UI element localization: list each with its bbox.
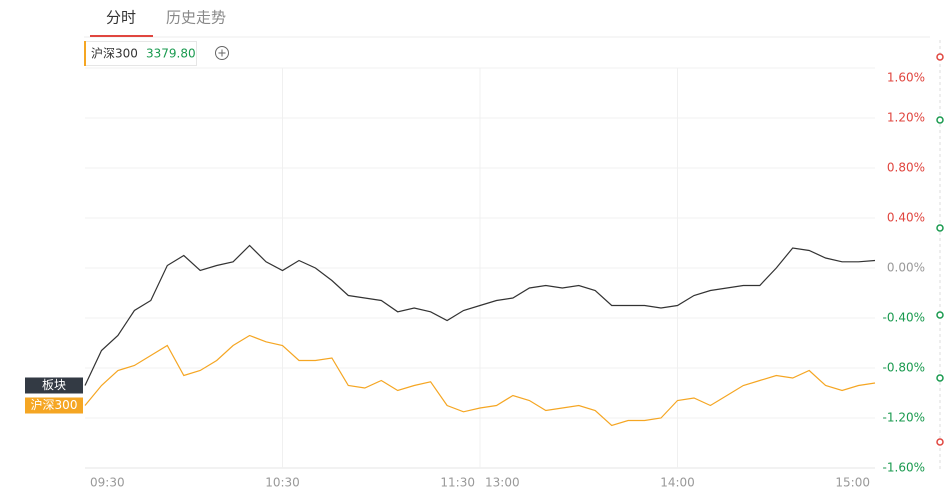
y-tick-label: -0.40% <box>883 311 925 325</box>
series-line <box>84 334 876 427</box>
y-tick-label: 1.20% <box>887 111 925 125</box>
x-tick-label: 14:00 <box>660 476 695 490</box>
y-tick-label: 0.00% <box>887 261 925 275</box>
marker <box>936 53 944 61</box>
series-tag-label: 板块 <box>42 378 66 392</box>
y-tick-label: 0.40% <box>887 211 925 225</box>
add-icon <box>218 49 226 57</box>
y-tick-label: 1.60% <box>887 71 925 85</box>
x-tick-label: 15:00 <box>835 476 870 490</box>
x-tick-label: 09:30 <box>90 476 125 490</box>
x-tick-label: 13:00 <box>485 476 520 490</box>
series-line <box>84 244 876 386</box>
y-tick-label: -1.20% <box>883 411 925 425</box>
marker <box>936 311 944 319</box>
marker <box>936 116 944 124</box>
add-button[interactable] <box>215 46 229 60</box>
legend-name: 沪深300 <box>91 47 138 61</box>
tab[interactable]: 历史走势 <box>166 9 226 27</box>
series-tag <box>25 397 83 414</box>
x-tick-label: 11:30 <box>440 476 475 490</box>
y-tick-label: -0.80% <box>883 361 925 375</box>
x-tick-label: 10:30 <box>265 476 300 490</box>
marker <box>936 224 944 232</box>
marker <box>936 438 944 446</box>
series-tag-label: 沪深300 <box>31 398 78 412</box>
y-tick-label: -1.60% <box>883 461 925 475</box>
legend-value: 3379.80 <box>146 47 196 61</box>
marker <box>936 374 944 382</box>
y-tick-label: 0.80% <box>887 161 925 175</box>
legend-swatch <box>84 41 86 66</box>
tab[interactable]: 分时 <box>106 9 136 27</box>
series-tag <box>25 377 83 394</box>
